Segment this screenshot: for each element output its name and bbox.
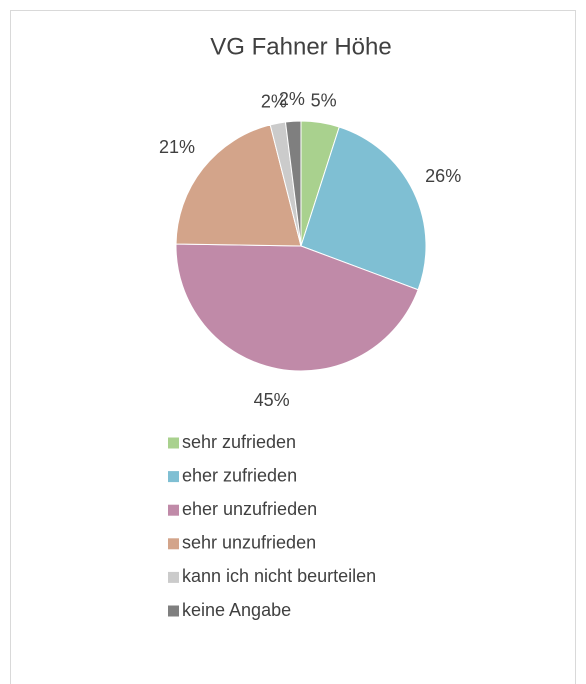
legend-label: eher zufrieden (182, 465, 297, 485)
legend-swatch (168, 571, 179, 583)
pie-slice (175, 243, 419, 372)
legend-label: keine Angabe (182, 600, 291, 620)
data-label: 45% (254, 390, 290, 410)
legend-label: kann ich nicht beurteilen (182, 566, 376, 586)
legend-label: eher unzufrieden (182, 499, 317, 519)
pie-slice (284, 120, 302, 247)
legend-label: sehr unzufrieden (182, 533, 316, 553)
legend-label: sehr zufrieden (182, 432, 296, 452)
data-label: 26% (425, 166, 461, 186)
legend-swatch (168, 471, 179, 483)
pie-slice (300, 126, 427, 291)
legend-swatch (168, 437, 179, 449)
pie-slice (175, 124, 302, 247)
data-label: 5% (311, 91, 337, 111)
chart-border (10, 10, 576, 684)
chart-title: VG Fahner Höhe (210, 33, 391, 60)
data-label: 2% (279, 89, 305, 109)
legend-swatch (168, 605, 179, 617)
data-label: 21% (159, 137, 195, 157)
legend-swatch (168, 538, 179, 550)
data-label: 2% (261, 91, 287, 111)
legend-swatch (168, 504, 179, 516)
